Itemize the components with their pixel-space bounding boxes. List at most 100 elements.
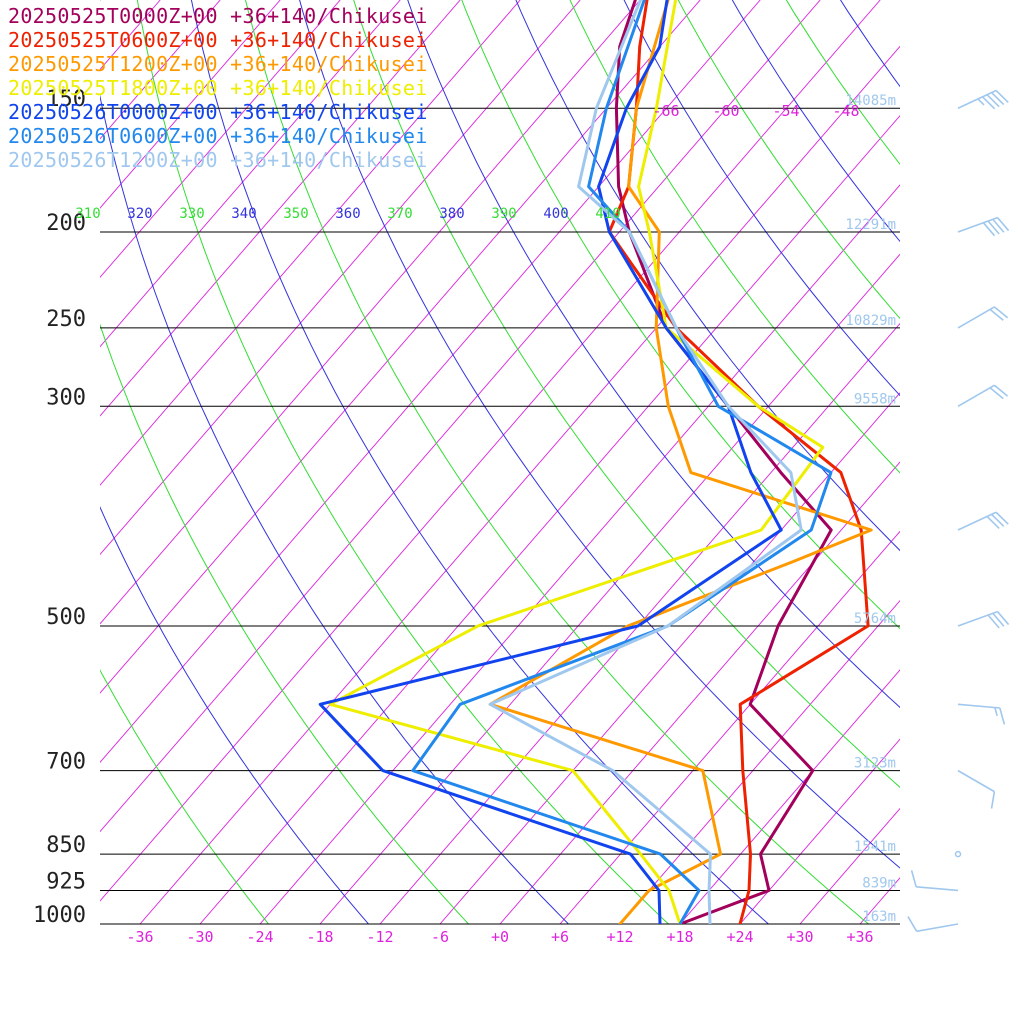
adiabat-line [353,0,900,788]
adiabat-line [461,0,900,630]
pressure-tick-label: 925 [46,869,86,894]
theta-label: 380 [439,206,464,222]
pressure-tick-label: 200 [46,211,86,236]
wind-barb-flag [987,614,1000,629]
adiabat-line [100,323,469,924]
upper-temperature-label: -66 [652,102,679,120]
wind-barb-flag [907,916,918,932]
wind-barb-flag [992,218,1005,233]
isotherm-line [259,184,900,924]
adiabat-line [100,669,269,924]
wind-barb-staff [957,216,998,233]
height-label: 839m [862,875,896,891]
theta-label: 320 [127,206,152,222]
wind-barb [957,306,1009,329]
theta-label: 390 [491,206,516,222]
wind-barb-staff [957,769,995,793]
legend: 20250525T0000Z+00 +36+140/Chikusei 202505… [8,4,428,172]
temperature-tick-label: -18 [306,928,333,946]
wind-barb-flag [990,513,1005,527]
height-label: 5764m [854,611,896,627]
adiabat-line [190,0,769,924]
wind-barb [957,610,1010,629]
wind-barb-flag [910,870,917,888]
isotherm-line [139,45,900,924]
adiabat-line [136,0,669,924]
pressure-tick-label: 300 [46,385,86,410]
height-label: 163m [862,909,896,925]
isotherm-line [100,0,581,556]
sounding-line [607,0,870,924]
wind-barb-staff [957,511,997,531]
wind-barb-staff [957,384,995,407]
sounding-profiles [318,0,873,924]
axis-labels: 100150200250300500700850925100016564m140… [33,87,896,946]
theta-label: 340 [231,206,256,222]
wind-barb-flag [982,222,996,237]
adiabat-line [677,0,900,320]
isotherm-line [100,0,281,209]
wind-barb-half-flag [994,707,998,717]
wind-barb-flag [993,384,1009,397]
pressure-tick-label: 500 [46,605,86,630]
wind-barbs [907,89,1010,933]
wind-barb-flag [995,89,1009,104]
isotherm-line [100,0,641,625]
upper-temperature-label: -54 [772,102,799,120]
wind-barb-flag [989,308,1004,321]
isotherm-line [499,461,900,924]
height-label: 10829m [845,313,896,329]
wind-barb-staff [957,703,1000,709]
temperature-tick-label: -6 [431,928,449,946]
isotherm-line [100,0,821,833]
legend-entry: 20250525T0600Z+00 +36+140/Chikusei [8,28,428,52]
wind-barb-staff [957,306,995,329]
temperature-tick-label: +0 [491,928,509,946]
theta-label: 350 [283,206,308,222]
pressure-tick-label: 250 [46,307,86,332]
isotherm-line [559,530,900,924]
temperature-tick-label: +18 [666,928,693,946]
legend-entry: 20250525T0000Z+00 +36+140/Chikusei [8,4,428,28]
isotherm-line [319,253,900,924]
temperature-tick-label: -36 [126,928,153,946]
wind-barb-flag [986,515,1000,530]
height-label: 3123m [854,756,896,772]
isotherm-line [439,392,900,924]
wind-barb [907,916,959,933]
isotherm-line [100,0,701,694]
isotherm-line [679,669,900,924]
theta-label: 360 [335,206,360,222]
theta-label: 410 [595,206,620,222]
adiabat-line [244,0,869,924]
isotherm-line [199,114,900,924]
wind-barb-staff [916,923,959,933]
wind-barb [957,769,996,809]
isotherm-line [799,807,900,924]
isotherm-line [920,0,1024,924]
temperature-tick-label: -30 [186,928,213,946]
upper-temperature-label: -60 [712,102,739,120]
temperature-tick-label: +24 [726,928,753,946]
temperature-tick-label: +36 [846,928,873,946]
wind-barb [957,384,1009,407]
wind-barb [910,870,959,892]
isotherm-line [100,0,341,279]
isotherm-line [100,0,881,902]
theta-label: 330 [179,206,204,222]
isotherm-line [619,599,900,924]
pressure-tick-label: 850 [46,833,86,858]
isotherm-line [100,0,461,417]
adiabat-lines [100,0,900,924]
wind-barb-flag [996,611,1010,626]
pressure-tick-label: 1000 [33,903,86,928]
wind-barb-flag [990,92,1005,106]
wind-barb-flag [990,791,996,809]
height-label: 12291m [845,217,896,233]
adiabat-line [623,0,900,397]
temperature-tick-label: +6 [551,928,569,946]
wind-barb-staff [916,886,959,892]
pressure-tick-label: 700 [46,750,86,775]
adiabat-line [100,506,369,924]
